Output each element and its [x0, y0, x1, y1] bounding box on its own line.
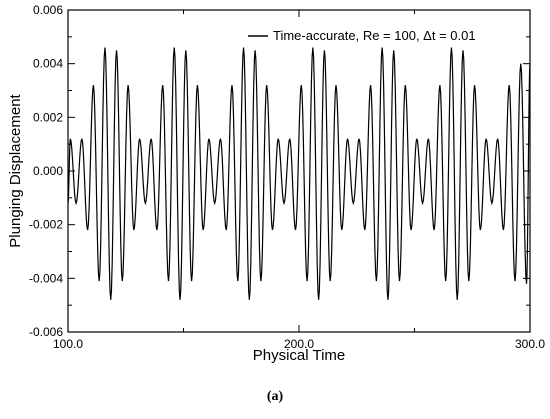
y-tick-label: 0.002: [33, 110, 63, 124]
y-tick-label: -0.006: [29, 325, 63, 339]
series-line-1: [67, 47, 531, 300]
legend: Time-accurate, Re = 100, Δt = 0.01: [248, 28, 476, 43]
y-tick-label: 0.000: [33, 164, 63, 178]
y-tick-label: 0.004: [33, 57, 63, 71]
x-tick-label: 100.0: [53, 337, 83, 351]
ticks-layer: -0.006 -0.004 -0.002 0.000 0.002 0.004 0.006 10…: [29, 3, 545, 351]
x-tick-label: 200.0: [284, 337, 314, 351]
series-layer: [67, 47, 531, 300]
y-tick-label: 0.006: [33, 3, 63, 17]
legend-label-series-1: Time-accurate, Re = 100, Δt = 0.01: [273, 28, 476, 43]
figure-caption: (a): [267, 389, 284, 404]
plot-frame: [67, 9, 531, 333]
y-tick-label: -0.004: [29, 271, 63, 285]
x-tick-label: 300.0: [515, 337, 545, 351]
y-tick-label: -0.002: [29, 218, 63, 232]
x-axis-title: Physical Time: [253, 347, 346, 364]
y-axis-title: Plunging Displacement: [7, 93, 24, 247]
